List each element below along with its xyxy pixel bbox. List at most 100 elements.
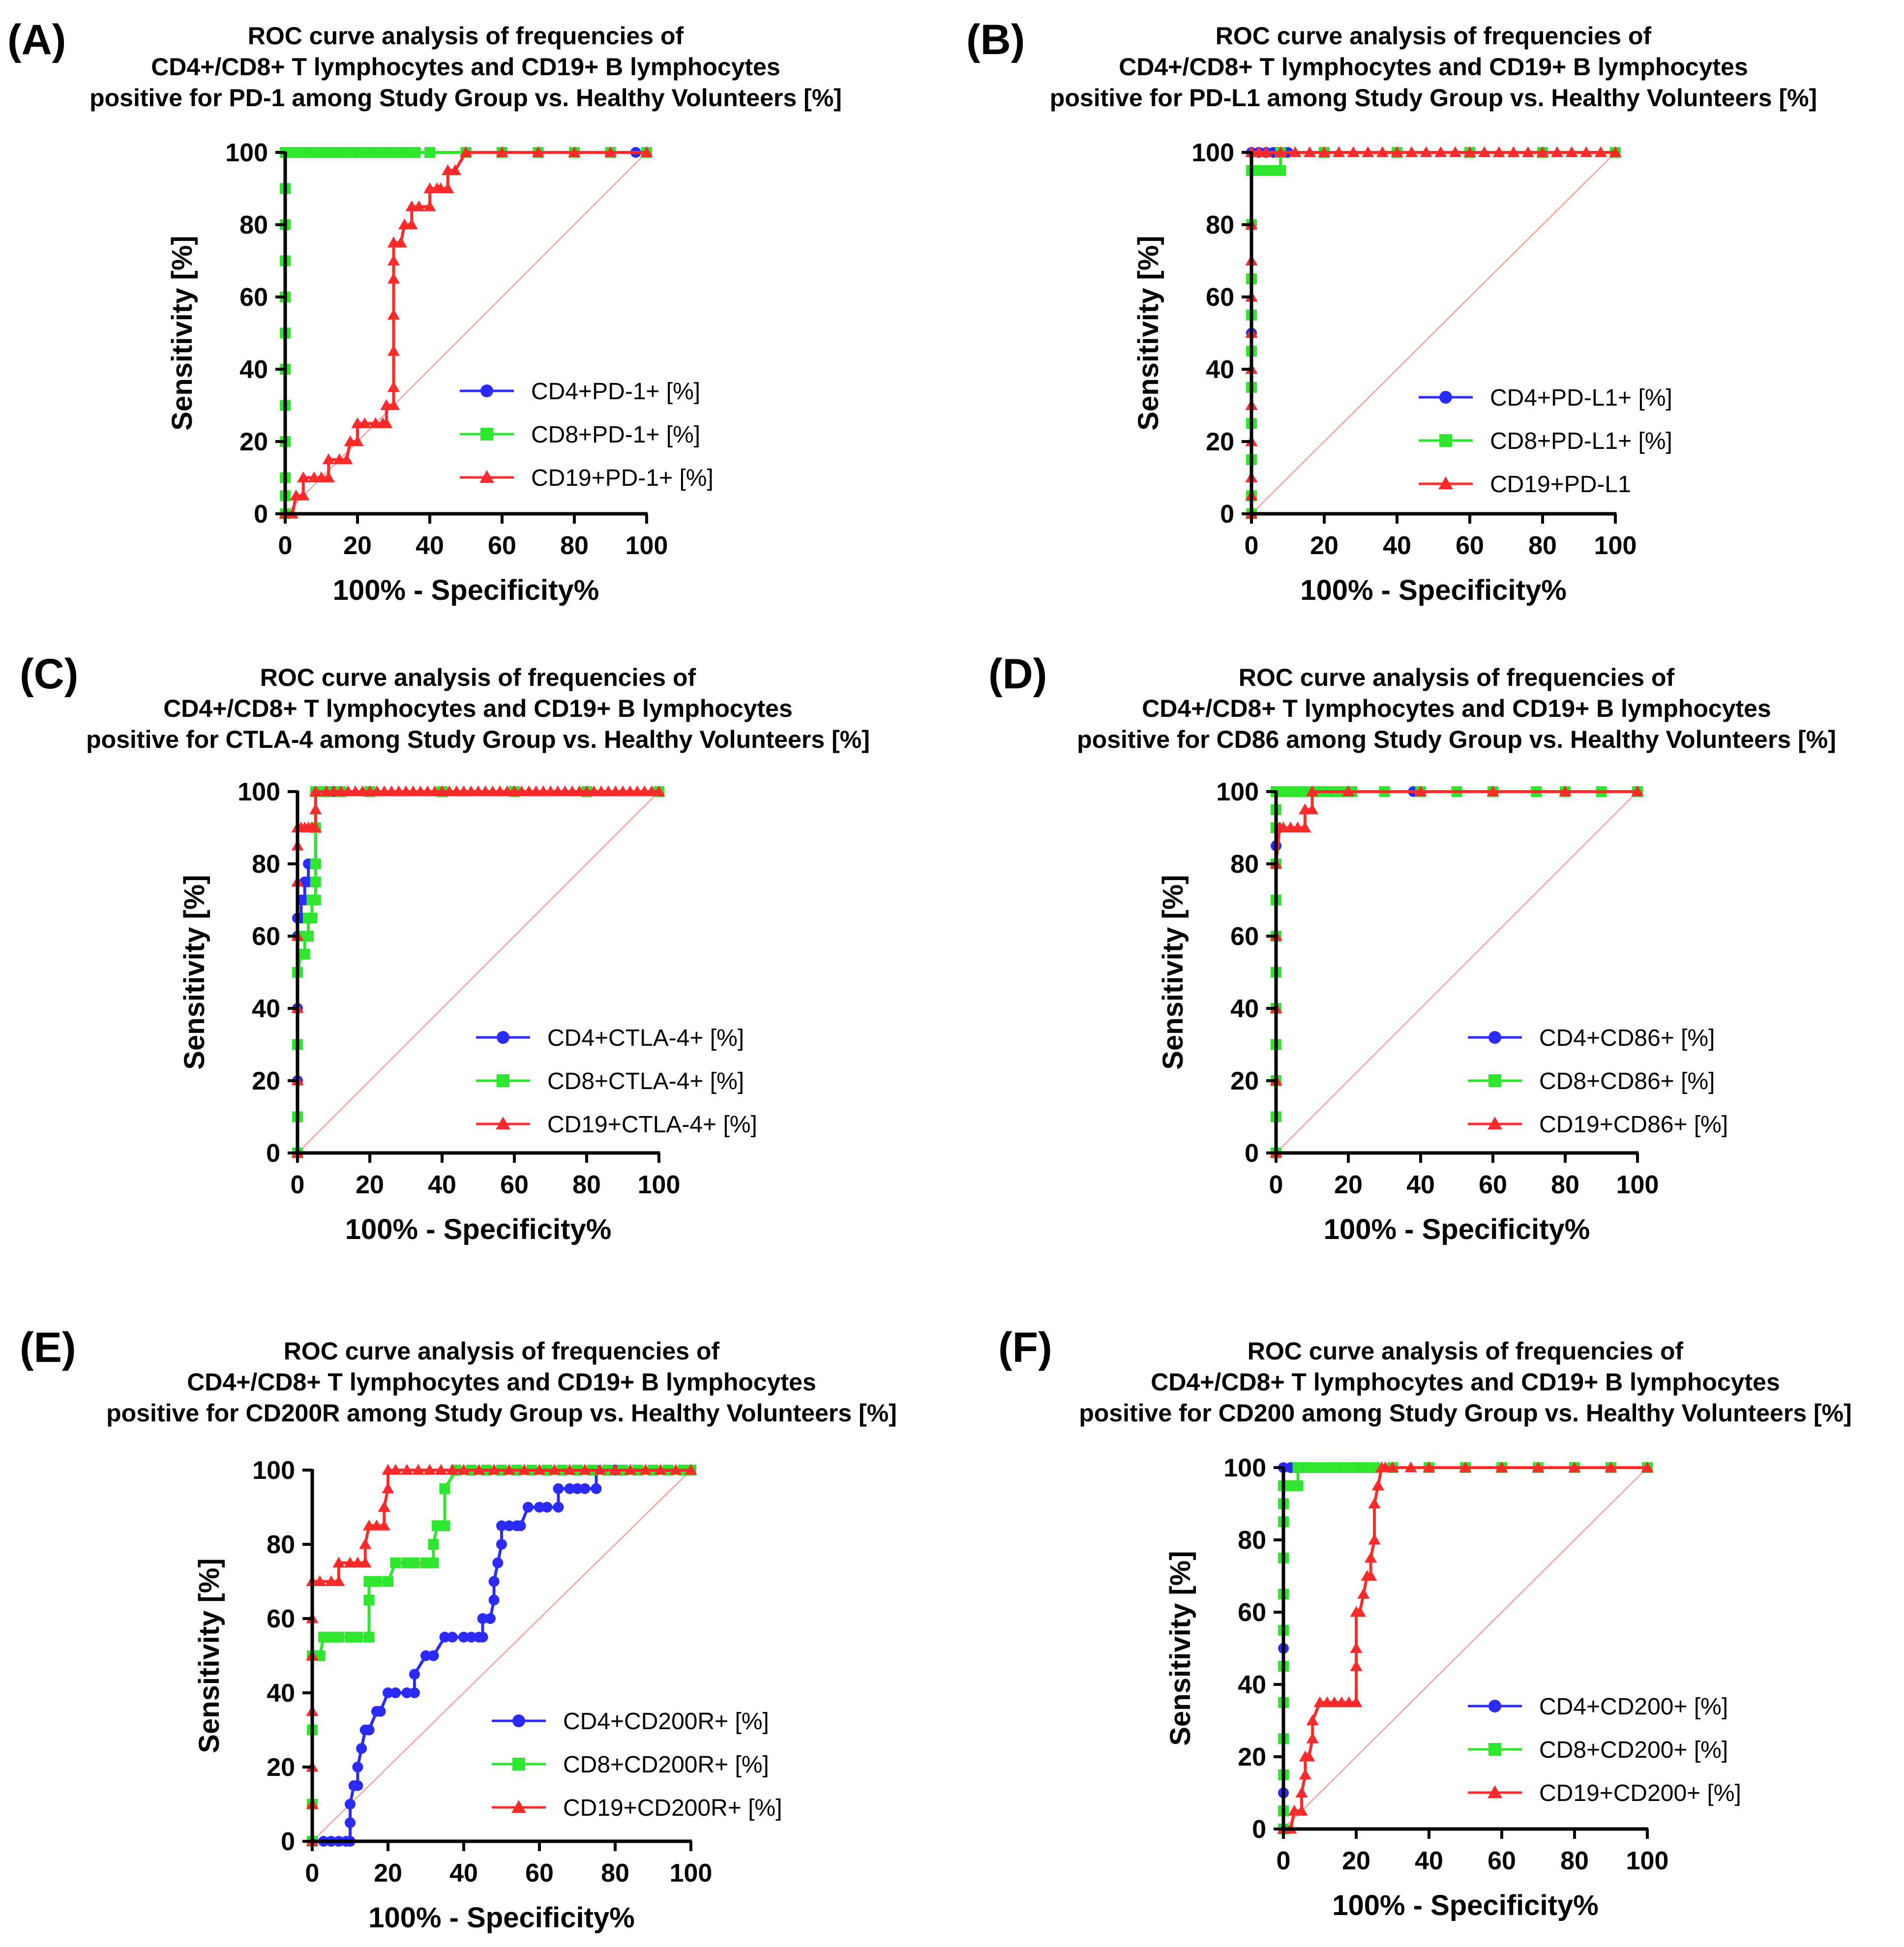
data-point xyxy=(359,1557,372,1568)
chart-title-line: positive for CTLA-4 among Study Group vs… xyxy=(86,726,870,753)
legend-item: CD4+CD200R+ [%] xyxy=(492,1709,769,1735)
data-point xyxy=(639,1464,652,1475)
data-point xyxy=(322,471,335,482)
data-point xyxy=(504,1520,515,1532)
data-point xyxy=(564,1483,575,1494)
x-tick-label: 100 xyxy=(1616,1171,1659,1199)
legend-item: CD8+PD-L1+ [%] xyxy=(1419,428,1672,454)
reference-diagonal xyxy=(312,1470,691,1842)
legend-label: CD4+PD-1+ [%] xyxy=(531,379,700,405)
chart-panel-4: (D) ROC curve analysis of frequencies of C… xyxy=(988,650,1836,1245)
data-point xyxy=(473,1464,485,1475)
data-point xyxy=(388,147,399,158)
data-point xyxy=(332,1575,345,1586)
data-point xyxy=(1641,1461,1654,1473)
x-tick-label: 80 xyxy=(560,531,589,560)
data-point xyxy=(534,1502,545,1513)
legend: CD4+PD-1+ [%] CD8+PD-1+ [%] CD19+PD-1+ [%] xyxy=(460,379,714,491)
chart-panel-3: (C) ROC curve analysis of frequencies of C… xyxy=(20,650,870,1245)
data-point xyxy=(448,164,462,176)
x-tick-label: 60 xyxy=(500,1171,529,1199)
x-tick-label: 100 xyxy=(638,1171,681,1199)
x-axis-label: 100% - Specificity% xyxy=(345,1213,612,1245)
y-tick-label: 100 xyxy=(1191,139,1234,167)
data-point xyxy=(1368,1534,1381,1545)
data-point xyxy=(496,1539,507,1550)
data-point xyxy=(377,147,388,158)
data-point xyxy=(1364,1569,1377,1581)
chart-panel-6: (F) ROC curve analysis of frequencies of C… xyxy=(998,1324,1852,1921)
data-point xyxy=(1386,1461,1399,1473)
data-point xyxy=(309,785,322,796)
data-point xyxy=(1565,146,1578,157)
data-point xyxy=(640,146,653,157)
x-tick-label: 0 xyxy=(291,1171,305,1199)
data-point xyxy=(387,254,400,266)
x-tick-label: 40 xyxy=(1415,1847,1443,1875)
y-tick-label: 0 xyxy=(1245,1139,1259,1168)
data-point xyxy=(301,147,313,158)
data-point xyxy=(352,1631,363,1643)
data-point xyxy=(1332,146,1345,157)
data-point xyxy=(358,417,371,428)
legend-label: CD19+CD200R+ [%] xyxy=(563,1795,782,1821)
y-axis-label: Sensitivity [%] xyxy=(166,236,198,430)
x-tick-label: 80 xyxy=(572,1171,601,1199)
chart-title-line: ROC curve analysis of frequencies of xyxy=(1248,1337,1684,1365)
data-point xyxy=(457,1464,470,1475)
chart-panel-5: (E) ROC curve analysis of frequencies of C… xyxy=(20,1324,897,1934)
chart-title-line: positive for PD-1 among Study Group vs. … xyxy=(89,84,842,112)
data-point xyxy=(1492,146,1505,157)
reference-diagonal xyxy=(1276,791,1638,1153)
data-point xyxy=(1405,146,1418,157)
data-point xyxy=(387,381,400,392)
data-point xyxy=(310,894,321,906)
data-point xyxy=(400,1464,414,1475)
data-point xyxy=(1594,146,1607,157)
panel-letter: (B) xyxy=(966,16,1025,63)
x-axis-label: 100% - Specificity% xyxy=(368,1902,635,1934)
y-tick-label: 100 xyxy=(1223,1454,1266,1482)
x-tick-label: 80 xyxy=(1551,1171,1579,1199)
y-tick-label: 80 xyxy=(1230,850,1259,879)
data-point xyxy=(312,147,324,158)
y-tick-label: 0 xyxy=(281,1828,295,1856)
data-point xyxy=(1364,1552,1377,1563)
reference-diagonal xyxy=(297,791,659,1153)
data-point xyxy=(380,417,393,428)
legend: CD4+CTLA-4+ [%] CD8+CTLA-4+ [%] CD19+CTLA-… xyxy=(476,1025,757,1138)
y-tick-label: 40 xyxy=(252,995,280,1023)
y-tick-label: 20 xyxy=(252,1067,280,1095)
legend-label: CD4+CD200R+ [%] xyxy=(563,1709,769,1735)
data-point xyxy=(310,858,321,869)
data-point xyxy=(334,147,345,158)
data-point xyxy=(1295,1786,1308,1798)
legend: CD4+PD-L1+ [%] CD8+PD-L1+ [%] CD19+PD-L1 xyxy=(1419,385,1672,498)
legend-label: CD8+CD200+ [%] xyxy=(1539,1737,1728,1763)
x-tick-label: 20 xyxy=(356,1171,384,1199)
data-point xyxy=(306,913,318,924)
data-point xyxy=(383,1687,393,1698)
data-point xyxy=(1459,1461,1472,1473)
data-point xyxy=(1347,146,1360,157)
data-point xyxy=(1259,146,1273,157)
data-point xyxy=(654,1464,667,1475)
data-point xyxy=(1536,146,1549,157)
x-tick-label: 40 xyxy=(1383,531,1411,560)
data-point xyxy=(442,182,454,193)
y-tick-label: 0 xyxy=(1252,1815,1266,1844)
x-tick-label: 100 xyxy=(625,531,668,560)
series-3 xyxy=(279,146,653,519)
data-point xyxy=(459,146,473,157)
data-point xyxy=(578,1464,592,1475)
x-tick-label: 40 xyxy=(428,1171,456,1199)
x-tick-label: 40 xyxy=(416,531,444,560)
data-point xyxy=(413,200,425,211)
x-tick-label: 60 xyxy=(1488,1847,1516,1875)
x-tick-label: 20 xyxy=(374,1859,402,1888)
legend-label: CD4+CD200+ [%] xyxy=(1539,1694,1728,1720)
legend-label: CD8+PD-1+ [%] xyxy=(531,422,700,448)
legend: CD4+CD86+ [%] CD8+CD86+ [%] CD19+CD86+ [%] xyxy=(1468,1025,1728,1138)
data-point xyxy=(1362,146,1374,157)
data-point xyxy=(378,1519,390,1531)
